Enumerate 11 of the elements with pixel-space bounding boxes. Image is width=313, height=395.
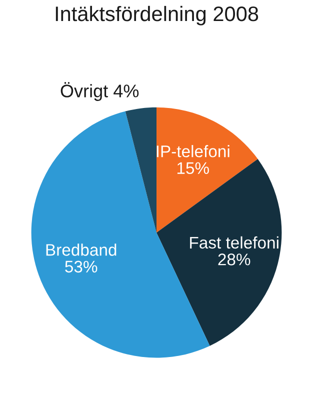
slice-label: Fast telefoni (190, 236, 278, 249)
pie-slice (156, 107, 258, 233)
slice-label: Övrigt 4% (60, 82, 139, 101)
slice-label: Bredband (46, 244, 116, 256)
pie-slice (156, 158, 282, 346)
slice-label: IP-telefoni (156, 145, 230, 158)
chart-title: Intäktsfördelning 2008 (56, 6, 258, 26)
data-label: 28% (218, 254, 250, 266)
data-label: 15% (177, 162, 209, 174)
pie-slice (125, 107, 156, 233)
data-label: 53% (65, 260, 98, 273)
